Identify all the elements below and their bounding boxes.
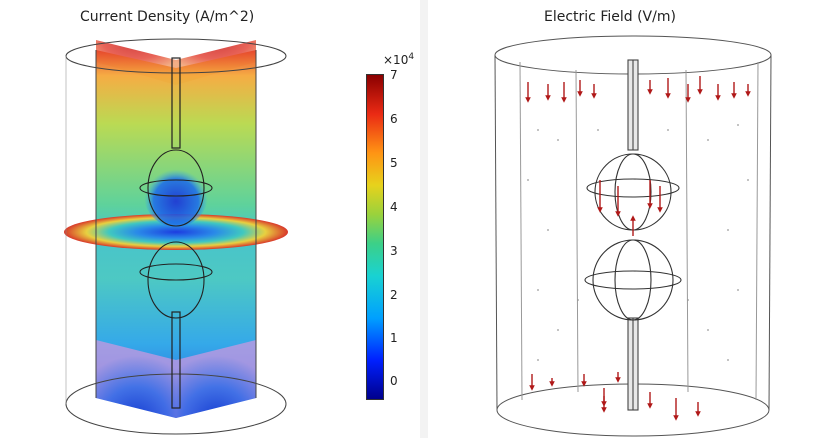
- electrode-spheres: [584, 153, 682, 321]
- current-density-plot-panel: Current Density (A/m^2): [0, 0, 420, 438]
- electric-field-plot-panel: Electric Field (V/m): [428, 0, 838, 438]
- electric-field-title: Electric Field (V/m): [544, 9, 676, 25]
- electrode-rods: [627, 59, 639, 411]
- colorbar-tick: 5: [390, 156, 398, 170]
- colorbar: [366, 74, 384, 400]
- colorbar-tick: 0: [390, 374, 398, 388]
- electrode-spheres: [139, 149, 213, 319]
- colorbar-tick: 2: [390, 288, 398, 302]
- colorbar-tick: 1: [390, 331, 398, 345]
- bottom-slice-region: [176, 340, 256, 418]
- colorbar-tick: 7: [390, 68, 398, 82]
- current-density-title: Current Density (A/m^2): [80, 9, 255, 25]
- colorbar-multiplier: ×104: [383, 52, 415, 67]
- bottom-slice-region: [96, 340, 176, 418]
- cylinder-outline: [65, 38, 287, 435]
- horizontal-slice-disk: [64, 214, 288, 250]
- field-arrows: [525, 76, 751, 421]
- colorbar-tick: 4: [390, 200, 398, 214]
- colorbar-tick: 6: [390, 112, 398, 126]
- electrode-rods: [171, 57, 181, 409]
- electric-field-3d-view[interactable]: [428, 0, 838, 438]
- sphere-field-concentration: [144, 163, 208, 227]
- current-density-3d-view[interactable]: [0, 0, 420, 438]
- field-sample-points: [527, 124, 749, 361]
- colorbar-tick: 3: [390, 244, 398, 258]
